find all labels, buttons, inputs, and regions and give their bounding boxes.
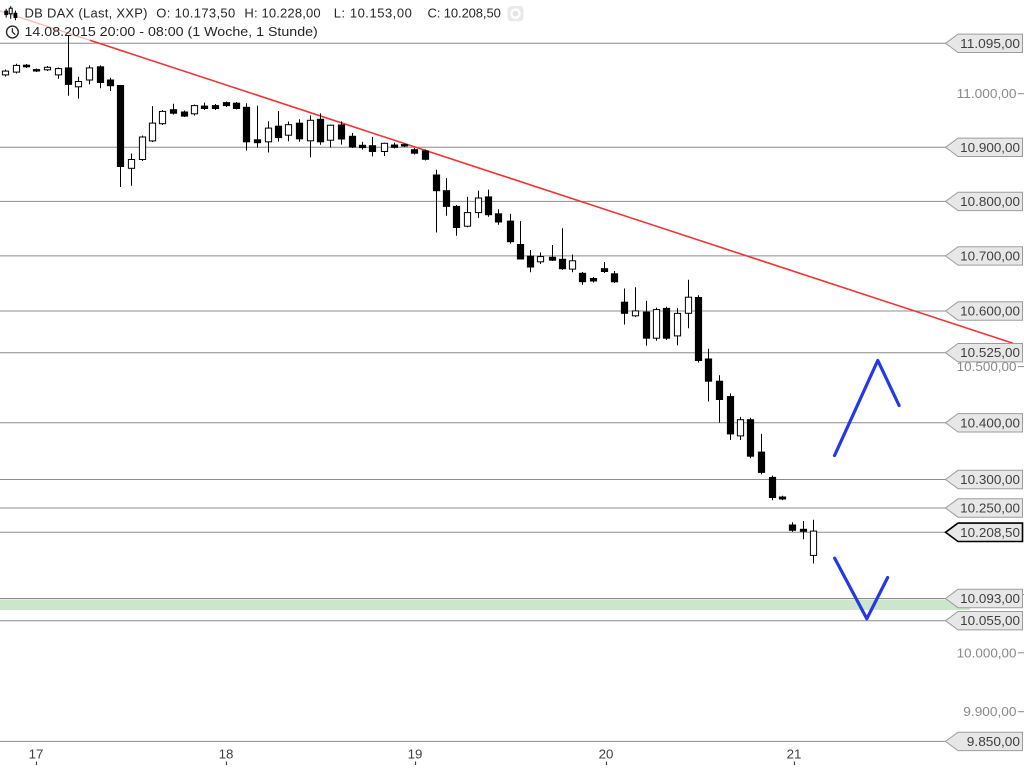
svg-text:20: 20 [599,747,614,762]
svg-text:21: 21 [787,747,802,762]
svg-text:19: 19 [408,747,423,762]
svg-text:10.700,00: 10.700,00 [960,248,1020,263]
svg-text:10.093,00: 10.093,00 [960,591,1020,606]
svg-text:10.250,00: 10.250,00 [960,501,1020,516]
svg-text:10.500,00: 10.500,00 [957,359,1017,374]
svg-text:10.900,00: 10.900,00 [960,140,1020,155]
svg-text:9.900,00: 9.900,00 [963,704,1016,719]
svg-text:18: 18 [219,747,234,762]
svg-text:10.400,00: 10.400,00 [960,415,1020,430]
svg-text:H: 10.228,00: H: 10.228,00 [244,5,320,20]
svg-text:9.850,00: 9.850,00 [967,734,1020,749]
svg-text:17: 17 [29,747,44,762]
svg-text:11.000,00: 11.000,00 [957,86,1017,101]
svg-text:10.300,00: 10.300,00 [960,472,1020,487]
svg-text:O: 10.173,50: O: 10.173,50 [156,5,235,20]
svg-text:DB DAX (Last, XXP): DB DAX (Last, XXP) [25,5,148,20]
svg-text:11.095,00: 11.095,00 [960,36,1020,51]
svg-text:10.055,00: 10.055,00 [960,613,1020,628]
svg-text:10.208,50: 10.208,50 [960,525,1020,540]
svg-text:14.08.2015 20:00 - 08:00 (1 Wo: 14.08.2015 20:00 - 08:00 (1 Woche, 1 Stu… [25,24,318,39]
svg-text:L: 10.153,00: L: 10.153,00 [334,5,412,20]
svg-text:C: 10.208,50: C: 10.208,50 [428,5,501,20]
svg-text:10.800,00: 10.800,00 [960,194,1020,209]
svg-text:10.525,00: 10.525,00 [960,345,1020,360]
svg-text:10.600,00: 10.600,00 [960,304,1020,319]
svg-text:10.000,00: 10.000,00 [957,645,1017,660]
